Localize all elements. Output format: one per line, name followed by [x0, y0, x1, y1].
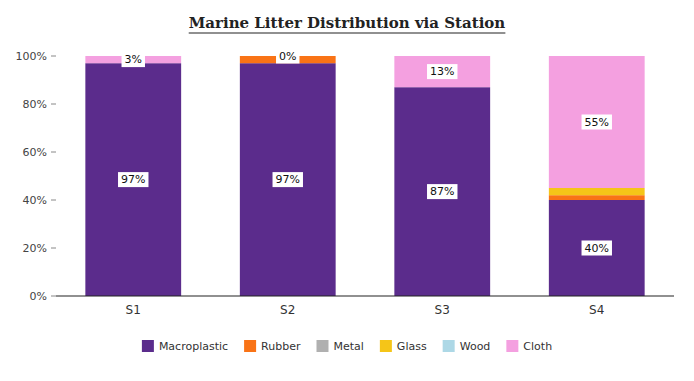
- data-label-text: 97%: [121, 173, 145, 186]
- legend-item: Glass: [380, 340, 427, 353]
- y-tick: [51, 104, 56, 105]
- y-tick: [51, 248, 56, 249]
- y-tick-label: 100%: [16, 50, 47, 63]
- legend: Macroplastic Rubber Metal Glass Wood Cloth: [142, 340, 552, 353]
- data-label: 87%: [427, 184, 457, 199]
- bar-segment: [240, 63, 336, 296]
- data-label: 13%: [427, 64, 457, 79]
- data-label-text: 3%: [125, 53, 142, 66]
- y-axis: 0% 20% 40% 60% 80% 100%: [16, 50, 56, 303]
- y-tick-label: 40%: [23, 194, 47, 207]
- data-label: 97%: [118, 172, 148, 187]
- data-label: 3%: [122, 52, 145, 67]
- y-tick-label: 0%: [30, 290, 47, 303]
- title: Marine Litter Distribution via Station: [189, 14, 506, 32]
- bar-segment: [394, 87, 490, 296]
- y-tick-label: 20%: [23, 242, 47, 255]
- x-tick-label: S4: [589, 303, 604, 317]
- legend-label: Rubber: [261, 340, 301, 353]
- legend-item: Metal: [316, 340, 363, 353]
- legend-swatch: [380, 340, 392, 352]
- legend-item: Rubber: [244, 340, 301, 353]
- bar-segment: [85, 63, 181, 296]
- data-label-box: [273, 172, 303, 187]
- legend-item: Cloth: [506, 340, 552, 353]
- data-label: 0%: [276, 49, 299, 64]
- y-tick-label: 60%: [23, 146, 47, 159]
- data-label-text: 13%: [430, 65, 454, 78]
- data-label-box: [582, 115, 612, 130]
- data-label-text: 0%: [279, 50, 296, 63]
- chart: Marine Litter Distribution via Station 0%…: [0, 0, 694, 381]
- y-tick-label: 80%: [23, 98, 47, 111]
- legend-label: Metal: [333, 340, 363, 353]
- data-label-box: [427, 64, 457, 79]
- data-label-text: 40%: [585, 242, 609, 255]
- legend-label: Macroplastic: [159, 340, 228, 353]
- legend-swatch: [316, 340, 328, 352]
- data-label: 40%: [582, 241, 612, 256]
- data-label-box: [122, 52, 145, 67]
- x-tick-label: S3: [435, 303, 450, 317]
- bars: [85, 56, 644, 296]
- title-underline: [189, 32, 506, 33]
- x-axis: S1 S2 S3 S4: [56, 296, 674, 317]
- legend-swatch: [443, 340, 455, 352]
- y-tick: [51, 152, 56, 153]
- data-label-box: [276, 49, 299, 64]
- bar-segment: [394, 56, 490, 87]
- bar-segment: [549, 188, 645, 195]
- y-tick: [51, 296, 56, 297]
- data-label-text: 55%: [585, 116, 609, 129]
- legend-label: Glass: [397, 340, 427, 353]
- y-tick: [51, 56, 56, 57]
- bar-segment: [549, 56, 645, 188]
- legend-swatch: [142, 340, 154, 352]
- legend-label: Wood: [460, 340, 491, 353]
- data-label: 55%: [582, 115, 612, 130]
- data-label-text: 97%: [276, 173, 300, 186]
- legend-item: Macroplastic: [142, 340, 228, 353]
- data-labels: 97% 97% 87% 40% 3% 0% 13% 55%: [118, 49, 612, 256]
- x-tick-label: S1: [126, 303, 141, 317]
- legend-swatch: [506, 340, 518, 352]
- data-label-box: [118, 172, 148, 187]
- legend-swatch: [244, 340, 256, 352]
- x-axis-line: [56, 295, 674, 296]
- legend-label: Cloth: [523, 340, 552, 353]
- bar-segment: [549, 195, 645, 200]
- y-tick: [51, 200, 56, 201]
- data-label-text: 87%: [430, 185, 454, 198]
- data-label: 97%: [273, 172, 303, 187]
- data-label-box: [582, 241, 612, 256]
- data-label-box: [427, 184, 457, 199]
- x-tick-label: S2: [280, 303, 295, 317]
- bar-segment: [549, 200, 645, 296]
- legend-item: Wood: [443, 340, 491, 353]
